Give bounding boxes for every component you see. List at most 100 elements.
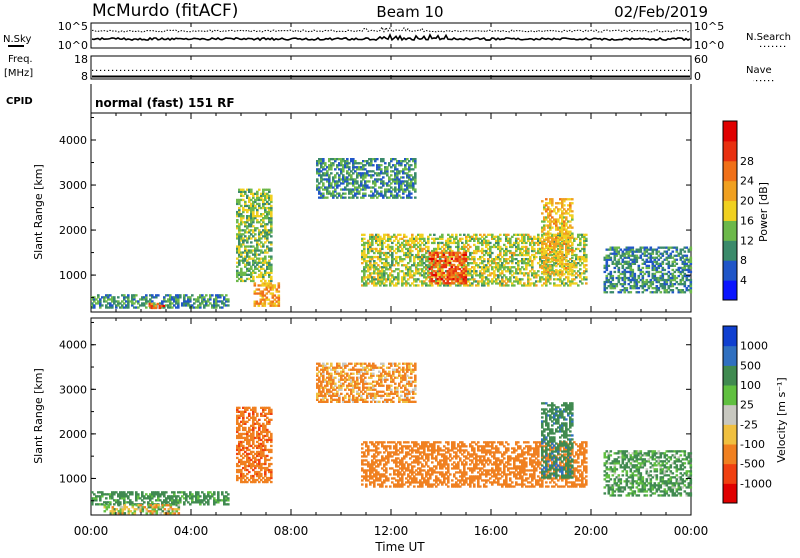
power-echo-cell [272,288,275,290]
power-echo-cell [262,290,265,292]
power-echo-cell [272,301,275,303]
power-echo-cell [332,164,335,166]
velocity-echo-cell [254,427,257,429]
noise-sky-label: N.Sky [3,34,31,45]
power-echo-cell [579,244,582,246]
power-echo-cell [676,259,679,261]
power-echo-cell [672,291,675,293]
power-echo-cell [465,246,468,248]
velocity-echo-cell [191,493,194,495]
power-echo-cell [457,244,460,246]
power-echo-cell [618,247,621,249]
power-echo-cell [682,257,685,259]
velocity-echo-cell [147,501,150,503]
power-echo-cell [412,184,415,186]
power-echo-cell [398,172,401,174]
power-echo-cell [391,262,394,264]
power-echo-cell [408,176,411,178]
power-echo-cell [238,231,241,233]
freq-panel: Freq. [MHz] 18 8 60 0 Nave [4,53,775,83]
power-echo-cell [252,225,255,227]
power-echo-cell [499,260,502,262]
velocity-echo-cell [236,419,239,421]
velocity-echo-cell [252,435,255,437]
power-echo-cell [113,298,116,300]
power-echo-cell [668,249,671,251]
power-echo-cell [618,261,621,263]
power-echo-cell [270,272,273,274]
power-echo-cell [137,302,140,304]
power-echo-cell [390,160,393,162]
velocity-echo-cell [175,497,178,499]
power-echo-cell [545,284,548,286]
velocity-echo-cell [250,459,253,461]
power-echo-cell [529,284,532,286]
power-echo-cell [499,246,502,248]
power-echo-cell [240,254,243,256]
power-echo-cell [223,296,226,298]
power-echo-cell [264,199,267,201]
velocity-echo-cell [176,510,179,512]
power-echo-cell [350,174,353,176]
power-echo-cell [99,302,102,304]
power-echo-cell [133,302,136,304]
power-echo-cell [270,201,273,203]
power-echo-cell [533,250,536,252]
power-echo-cell [567,276,570,278]
power-echo-cell [346,160,349,162]
power-echo-cell [367,278,370,280]
power-echo-cell [503,244,506,246]
velocity-echo-cell [252,429,255,431]
velocity-echo-cell [163,493,166,495]
power-echo-cell [390,182,393,184]
power-echo-cell [555,224,558,226]
power-echo-cell [471,274,474,276]
velocity-echo-cell [248,471,251,473]
velocity-echo-cell [217,495,220,497]
power-echo-cell [467,280,470,282]
velocity-echo-cell [256,479,259,481]
power-echo-cell [348,168,351,170]
velocity-echo-cell [238,417,241,419]
velocity-echo-cell [151,501,154,503]
power-echo-cell [109,302,112,304]
velocity-echo-cell [158,504,161,506]
velocity-echo-cell [159,499,162,501]
power-echo-cell [248,264,251,266]
power-echo-cell [561,251,564,253]
power-colorbar-swatch [723,201,737,221]
power-echo-cell [431,282,434,284]
power-echo-cell [248,231,251,233]
power-echo-cell [258,205,261,207]
power-echo-cell [270,221,273,223]
power-echo-cell [487,258,490,260]
power-echo-cell [646,259,649,261]
velocity-echo-cell [246,417,249,419]
power-echo-cell [561,239,564,241]
power-echo-cell [533,282,536,284]
velocity-echo-cell [236,421,239,423]
power-echo-cell [575,264,578,266]
power-echo-cell [473,260,476,262]
power-echo-cell [489,254,492,256]
power-echo-cell [99,306,102,308]
power-echo-cell [381,240,384,242]
power-echo-cell [364,176,367,178]
power-echo-cell [272,292,275,294]
velocity-echo-cell [236,457,239,459]
power-echo-cell [374,184,377,186]
power-echo-cell [650,279,653,281]
power-echo-cell [246,227,249,229]
power-echo-cell [465,276,468,278]
power-echo-cell [395,258,398,260]
power-echo-cell [382,176,385,178]
power-echo-cell [381,246,384,248]
power-echo-cell [411,250,414,252]
power-echo-cell [397,240,400,242]
power-echo-cell [465,260,468,262]
power-echo-cell [401,248,404,250]
velocity-echo-cell [236,463,239,465]
power-echo-cell [585,258,588,260]
power-echo-cell [678,275,681,277]
power-echo-cell [391,254,394,256]
